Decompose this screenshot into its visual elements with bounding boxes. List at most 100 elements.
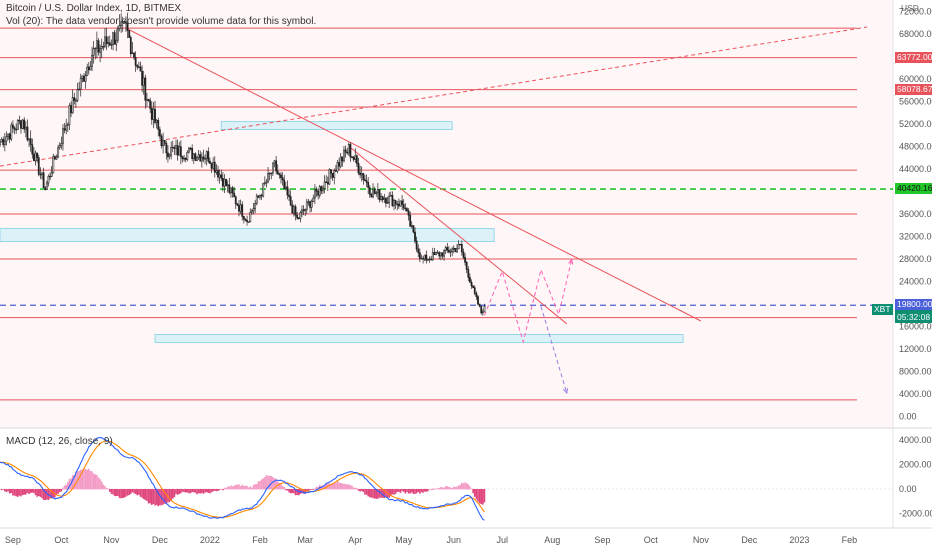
candle-up [380, 196, 382, 200]
y-tick-label: 8000.00 [899, 367, 932, 377]
macd-histogram-bar [425, 488, 428, 492]
macd-histogram-bar [385, 488, 387, 498]
y-tick-label: 28000.00 [899, 254, 932, 264]
candle-up [218, 174, 221, 178]
candle-up [336, 162, 339, 172]
y-tick-label: 56000.00 [899, 96, 932, 106]
macd-histogram-bar [25, 488, 27, 495]
candle-up [45, 182, 48, 190]
macd-histogram-bar [134, 488, 137, 494]
candle-up [375, 192, 378, 194]
macd-histogram-bar [469, 486, 471, 490]
y-tick-label: 4000.00 [899, 389, 932, 399]
candle-down [334, 170, 337, 172]
x-tick-label: Oct [54, 535, 69, 545]
candle-up [47, 175, 50, 184]
macd-pane [0, 436, 893, 521]
macd-histogram-bar [12, 488, 14, 496]
candle-up [102, 46, 105, 48]
macd-histogram-bar [5, 488, 8, 493]
candle-down [309, 201, 311, 208]
candle-up [254, 203, 257, 209]
candle-down [136, 65, 139, 68]
candle-down [260, 195, 263, 197]
candle-down [464, 257, 466, 263]
candle-down [409, 214, 412, 227]
projection-arrowhead-1 [563, 388, 569, 395]
candle-up [52, 156, 55, 174]
macd-histogram-bar [4, 488, 6, 492]
candle-down [154, 108, 156, 123]
candle-down [288, 194, 290, 197]
candle-down [359, 172, 362, 176]
candle-down [315, 189, 318, 192]
macd-histogram-bar [194, 488, 197, 493]
candle-down [225, 178, 227, 187]
macd-histogram-bar [452, 486, 455, 490]
x-tick-label: Aug [544, 535, 560, 545]
y-tick-label: 60000.00 [899, 74, 932, 84]
candle-down [171, 146, 174, 149]
candle-up [389, 195, 392, 197]
candle-up [152, 108, 155, 120]
candle-up [100, 46, 103, 50]
macd-histogram-bar [136, 488, 139, 496]
candle-down [70, 105, 72, 114]
candle-up [66, 124, 69, 126]
candle-up [251, 210, 253, 213]
candle-down [241, 204, 244, 217]
candle-up [170, 146, 173, 156]
macd-histogram-bar [325, 482, 327, 490]
macd-histogram-bar [155, 488, 158, 505]
macd-histogram-bar [444, 486, 447, 490]
macd-histogram-bar [260, 479, 263, 490]
macd-histogram-bar [407, 488, 410, 494]
macd-histogram-bar [341, 483, 344, 490]
macd-histogram-bar [328, 483, 331, 490]
macd-histogram-bar [128, 488, 130, 496]
candle-down [29, 138, 32, 145]
candle-down [31, 144, 34, 155]
macd-pane-bg [0, 428, 893, 528]
candle-up [252, 208, 255, 212]
candle-up [192, 153, 195, 159]
macd-histogram-bar [168, 488, 171, 502]
macd-histogram-bar [178, 488, 181, 494]
candle-down [149, 100, 152, 109]
candle-down [291, 204, 294, 214]
macd-histogram-bar [28, 488, 30, 495]
candle-up [24, 126, 27, 130]
macd-histogram-bar [431, 488, 434, 490]
x-tick-label: May [395, 535, 413, 545]
candle-up [431, 252, 434, 261]
candle-up [443, 250, 445, 257]
macd-histogram-bar [339, 482, 342, 490]
macd-histogram-bar [36, 488, 38, 497]
macd-histogram-bar [75, 472, 77, 490]
candle-down [42, 172, 45, 189]
y-tick-label: 36000.00 [899, 209, 932, 219]
candle-down [448, 249, 450, 253]
candle-down [362, 173, 365, 180]
candle-down [213, 161, 216, 173]
y-tick-label: 44000.00 [899, 164, 932, 174]
macd-histogram-bar [377, 488, 379, 499]
candle-down [97, 40, 100, 53]
candle-down [418, 252, 421, 259]
candle-down [221, 178, 224, 187]
macd-histogram-bar [230, 485, 232, 490]
macd-histogram-bar [146, 488, 148, 501]
candle-down [141, 70, 144, 86]
candle-up [79, 78, 82, 90]
macd-histogram-bar [289, 488, 292, 494]
macd-histogram-bar [41, 488, 43, 499]
macd-histogram-bar [21, 488, 24, 496]
macd-histogram-bar [39, 488, 42, 497]
level-tag-green: 40420.16 [895, 183, 932, 195]
candle-up [354, 155, 357, 160]
macd-histogram-bar [186, 488, 189, 493]
candle-down [276, 170, 279, 175]
macd-histogram-bar [150, 488, 153, 505]
symbol-tag[interactable]: XBT [872, 304, 893, 316]
